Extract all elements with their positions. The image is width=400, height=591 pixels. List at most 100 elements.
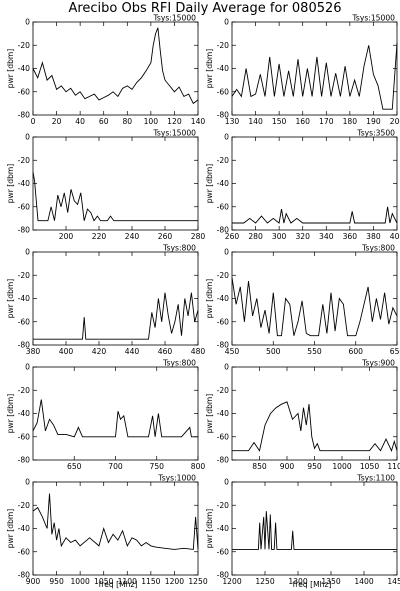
- plot-frame: [32, 251, 199, 346]
- plot-frame: [32, 21, 199, 116]
- y-axis-label: pwr [dbm]: [6, 279, 15, 319]
- y-axis-label: pwr [dbm]: [205, 279, 214, 319]
- x-tick-label: 1250: [255, 577, 274, 586]
- y-tick-label: -80: [18, 571, 31, 580]
- y-tick-label: 0: [25, 363, 30, 372]
- rfi-series-line: [231, 42, 398, 110]
- y-tick-label: -20: [18, 156, 31, 165]
- x-tick-label: 200: [390, 117, 400, 126]
- x-tick-label: 550: [307, 347, 322, 356]
- x-tick-label: 950: [307, 462, 322, 471]
- y-tick-label: -40: [18, 294, 31, 303]
- rfi-series-line: [33, 292, 199, 340]
- x-tick-label: 160: [295, 117, 310, 126]
- x-tick-label: 340: [319, 232, 334, 241]
- y-axis-label: pwr [dbm]: [6, 164, 15, 204]
- x-tick-label: 320: [295, 232, 310, 241]
- x-tick-label: 280: [191, 232, 206, 241]
- x-tick-label: 20: [52, 117, 62, 126]
- x-tick-label: 700: [108, 462, 123, 471]
- x-tick-label: 850: [252, 462, 267, 471]
- panel-4: 260 280 300 320 340 360 380 400 0 -20 -40 -60 -80 pwr…: [205, 129, 400, 242]
- x-tick-label: 140: [248, 117, 263, 126]
- x-axis-label-right: freq [Mhz]: [293, 580, 332, 589]
- x-tick-label: 800: [191, 462, 206, 471]
- y-tick-label: -60: [217, 317, 230, 326]
- x-tick-label: 220: [92, 232, 107, 241]
- y-tick-label: -20: [18, 501, 31, 510]
- x-tick-label: 450: [225, 347, 240, 356]
- x-axis-label-left: freq [Mhz]: [99, 580, 138, 589]
- x-tick-label: 1200: [165, 577, 184, 586]
- x-tick-label: 260: [225, 232, 240, 241]
- y-tick-label: -20: [217, 501, 230, 510]
- x-tick-label: 400: [59, 347, 74, 356]
- x-tick-label: 600: [349, 347, 364, 356]
- tsys-label: Tsys:900: [361, 359, 395, 368]
- y-tick-label: -80: [18, 111, 31, 120]
- rfi-series-line: [232, 511, 397, 550]
- x-tick-label: 440: [125, 347, 140, 356]
- x-tick-label: 40: [75, 117, 85, 126]
- x-tick-label: 200: [59, 232, 74, 241]
- y-tick-label: -20: [18, 271, 31, 280]
- y-tick-label: 0: [224, 363, 229, 372]
- y-tick-label: -60: [18, 317, 31, 326]
- y-axis-label: pwr [dbm]: [6, 509, 15, 549]
- panel-9: 900 950 1000 1050 1100 1150 1200 1250 0 -20 -40 -60…: [6, 474, 208, 587]
- y-tick-label: -60: [217, 547, 230, 556]
- plot-frame: [231, 136, 398, 231]
- panel-6: 450 500 550 600 650 0 -20 -40 -60 -80 pwr [dbm] Tsy…: [205, 244, 400, 357]
- y-tick-label: -40: [217, 64, 230, 73]
- y-tick-label: -40: [217, 179, 230, 188]
- x-tick-label: 170: [319, 117, 334, 126]
- tsys-label: Tsys:1100: [356, 474, 395, 483]
- x-tick-label: 1050: [360, 462, 379, 471]
- x-tick-label: 380: [26, 347, 41, 356]
- x-tick-label: 130: [225, 117, 240, 126]
- x-tick-label: 1100: [118, 577, 137, 586]
- y-tick-label: -20: [217, 41, 230, 50]
- x-tick-label: 480: [191, 347, 206, 356]
- y-tick-label: -20: [217, 386, 230, 395]
- tsys-label: Tsys:800: [361, 244, 395, 253]
- tsys-label: Tsys:800: [162, 359, 196, 368]
- x-tick-label: 650: [67, 462, 82, 471]
- x-tick-label: 240: [125, 232, 140, 241]
- plot-frame: [32, 481, 199, 576]
- y-tick-label: -80: [217, 341, 230, 350]
- panel-2: 130 140 150 160 170 180 190 200 0 -20 -40 -60 -80 pwr…: [205, 14, 400, 127]
- y-tick-label: -60: [217, 87, 230, 96]
- y-tick-label: -80: [217, 456, 230, 465]
- x-tick-label: 900: [26, 577, 41, 586]
- y-tick-label: -60: [18, 432, 31, 441]
- plot-frame: [32, 136, 199, 231]
- y-tick-label: -80: [18, 226, 31, 235]
- x-tick-label: 100: [144, 117, 159, 126]
- tsys-label: Tsys:800: [162, 244, 196, 253]
- y-axis-label: pwr [dbm]: [205, 394, 214, 434]
- x-tick-label: 180: [343, 117, 358, 126]
- x-tick-label: 1050: [94, 577, 113, 586]
- y-tick-label: -80: [18, 456, 31, 465]
- x-tick-label: 460: [158, 347, 173, 356]
- y-axis-label: pwr [dbm]: [205, 49, 214, 89]
- y-tick-label: 0: [224, 18, 229, 27]
- y-tick-label: -40: [217, 409, 230, 418]
- y-tick-label: -40: [217, 294, 230, 303]
- x-tick-label: 360: [343, 232, 358, 241]
- y-tick-label: -40: [217, 524, 230, 533]
- tsys-label: Tsys:1000: [157, 474, 196, 483]
- y-tick-label: 0: [25, 478, 30, 487]
- y-tick-label: -20: [18, 41, 31, 50]
- x-tick-label: 150: [272, 117, 287, 126]
- y-tick-label: -40: [18, 409, 31, 418]
- x-tick-label: 1000: [332, 462, 351, 471]
- rfi-series-line: [32, 27, 199, 105]
- panel-3: 200 220 240 260 280 0 -20 -40 -60 -80 pwr [dbm] Tsy…: [6, 129, 205, 242]
- x-tick-label: 1000: [70, 577, 89, 586]
- y-tick-label: 0: [25, 133, 30, 142]
- y-tick-label: 0: [25, 248, 30, 257]
